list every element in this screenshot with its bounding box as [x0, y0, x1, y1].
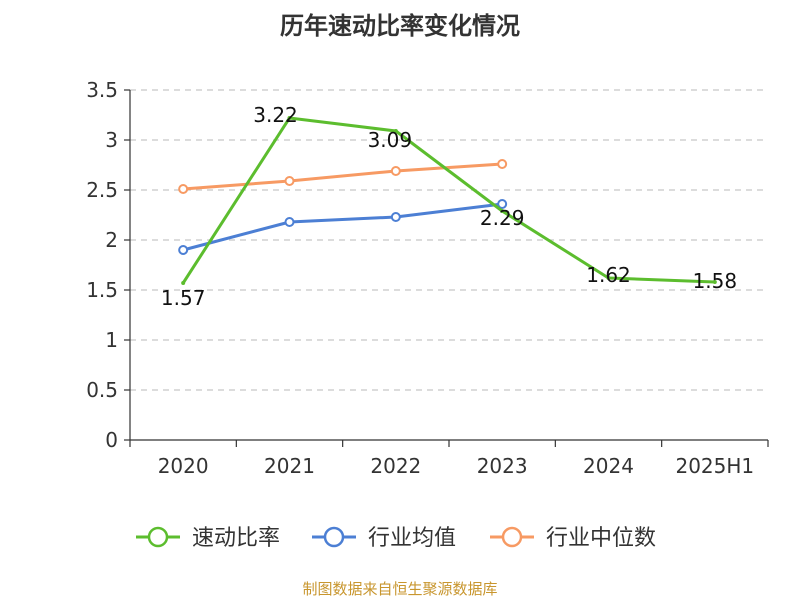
- source-note: 制图数据来自恒生聚源数据库: [302, 580, 498, 598]
- legend-label: 行业中位数: [546, 526, 656, 551]
- data-label: 1.62: [586, 263, 631, 287]
- series-point: [390, 166, 401, 176]
- y-tick-label: 0: [105, 428, 118, 452]
- series-line: [182, 202, 503, 252]
- x-tick-label: 2020: [158, 454, 209, 478]
- x-tick-label: 2021: [264, 454, 315, 478]
- series-point: [287, 116, 292, 120]
- data-labels: 1.57 3.22 3.09 2.29 1.62 1.58: [161, 103, 737, 310]
- series-point: [497, 159, 508, 169]
- legend-label: 速动比率: [192, 526, 280, 551]
- y-tick-label: 0.5: [86, 378, 118, 402]
- x-tick-label: 2022: [370, 454, 421, 478]
- series-point: [178, 184, 189, 194]
- series-point: [390, 212, 401, 222]
- data-label: 3.22: [253, 103, 298, 127]
- series-point: [712, 280, 717, 284]
- axes: 0 0.5 1 1.5 2 2.5 3 3.5 2020 2021 2022 2023 2024 2025…: [86, 78, 769, 478]
- series-point: [606, 276, 611, 280]
- grid-lines: [130, 89, 768, 391]
- series-point: [393, 129, 398, 133]
- y-tick-label: 2: [105, 228, 118, 252]
- y-tick-label: 1.5: [86, 278, 118, 302]
- series-lines: [178, 116, 717, 285]
- y-tick-label: 3.5: [86, 78, 118, 102]
- legend-marker: [501, 526, 523, 548]
- series-point: [178, 245, 189, 255]
- data-label: 3.09: [368, 128, 413, 152]
- x-tick-label: 2025H1: [675, 454, 754, 478]
- series-point: [497, 199, 508, 209]
- series-point: [284, 176, 295, 186]
- legend-marker: [147, 526, 169, 548]
- series-point: [500, 209, 505, 213]
- legend-label: 行业均值: [368, 526, 456, 551]
- data-label: 1.58: [693, 269, 738, 293]
- x-tick-label: 2023: [477, 454, 528, 478]
- data-label: 2.29: [480, 206, 525, 230]
- x-tick-label: 2024: [583, 454, 634, 478]
- y-tick-label: 1: [105, 328, 118, 352]
- legend-marker: [323, 526, 345, 548]
- y-tick-label: 2.5: [86, 178, 118, 202]
- chart-title: 历年速动比率变化情况: [280, 12, 520, 40]
- series-line: [181, 116, 715, 284]
- legend: 速动比率 行业均值 行业中位数: [136, 526, 656, 551]
- series-point: [284, 217, 295, 227]
- series-point: [181, 281, 186, 285]
- y-tick-label: 3: [105, 128, 118, 152]
- series-line: [183, 162, 503, 191]
- data-label: 1.57: [161, 286, 206, 310]
